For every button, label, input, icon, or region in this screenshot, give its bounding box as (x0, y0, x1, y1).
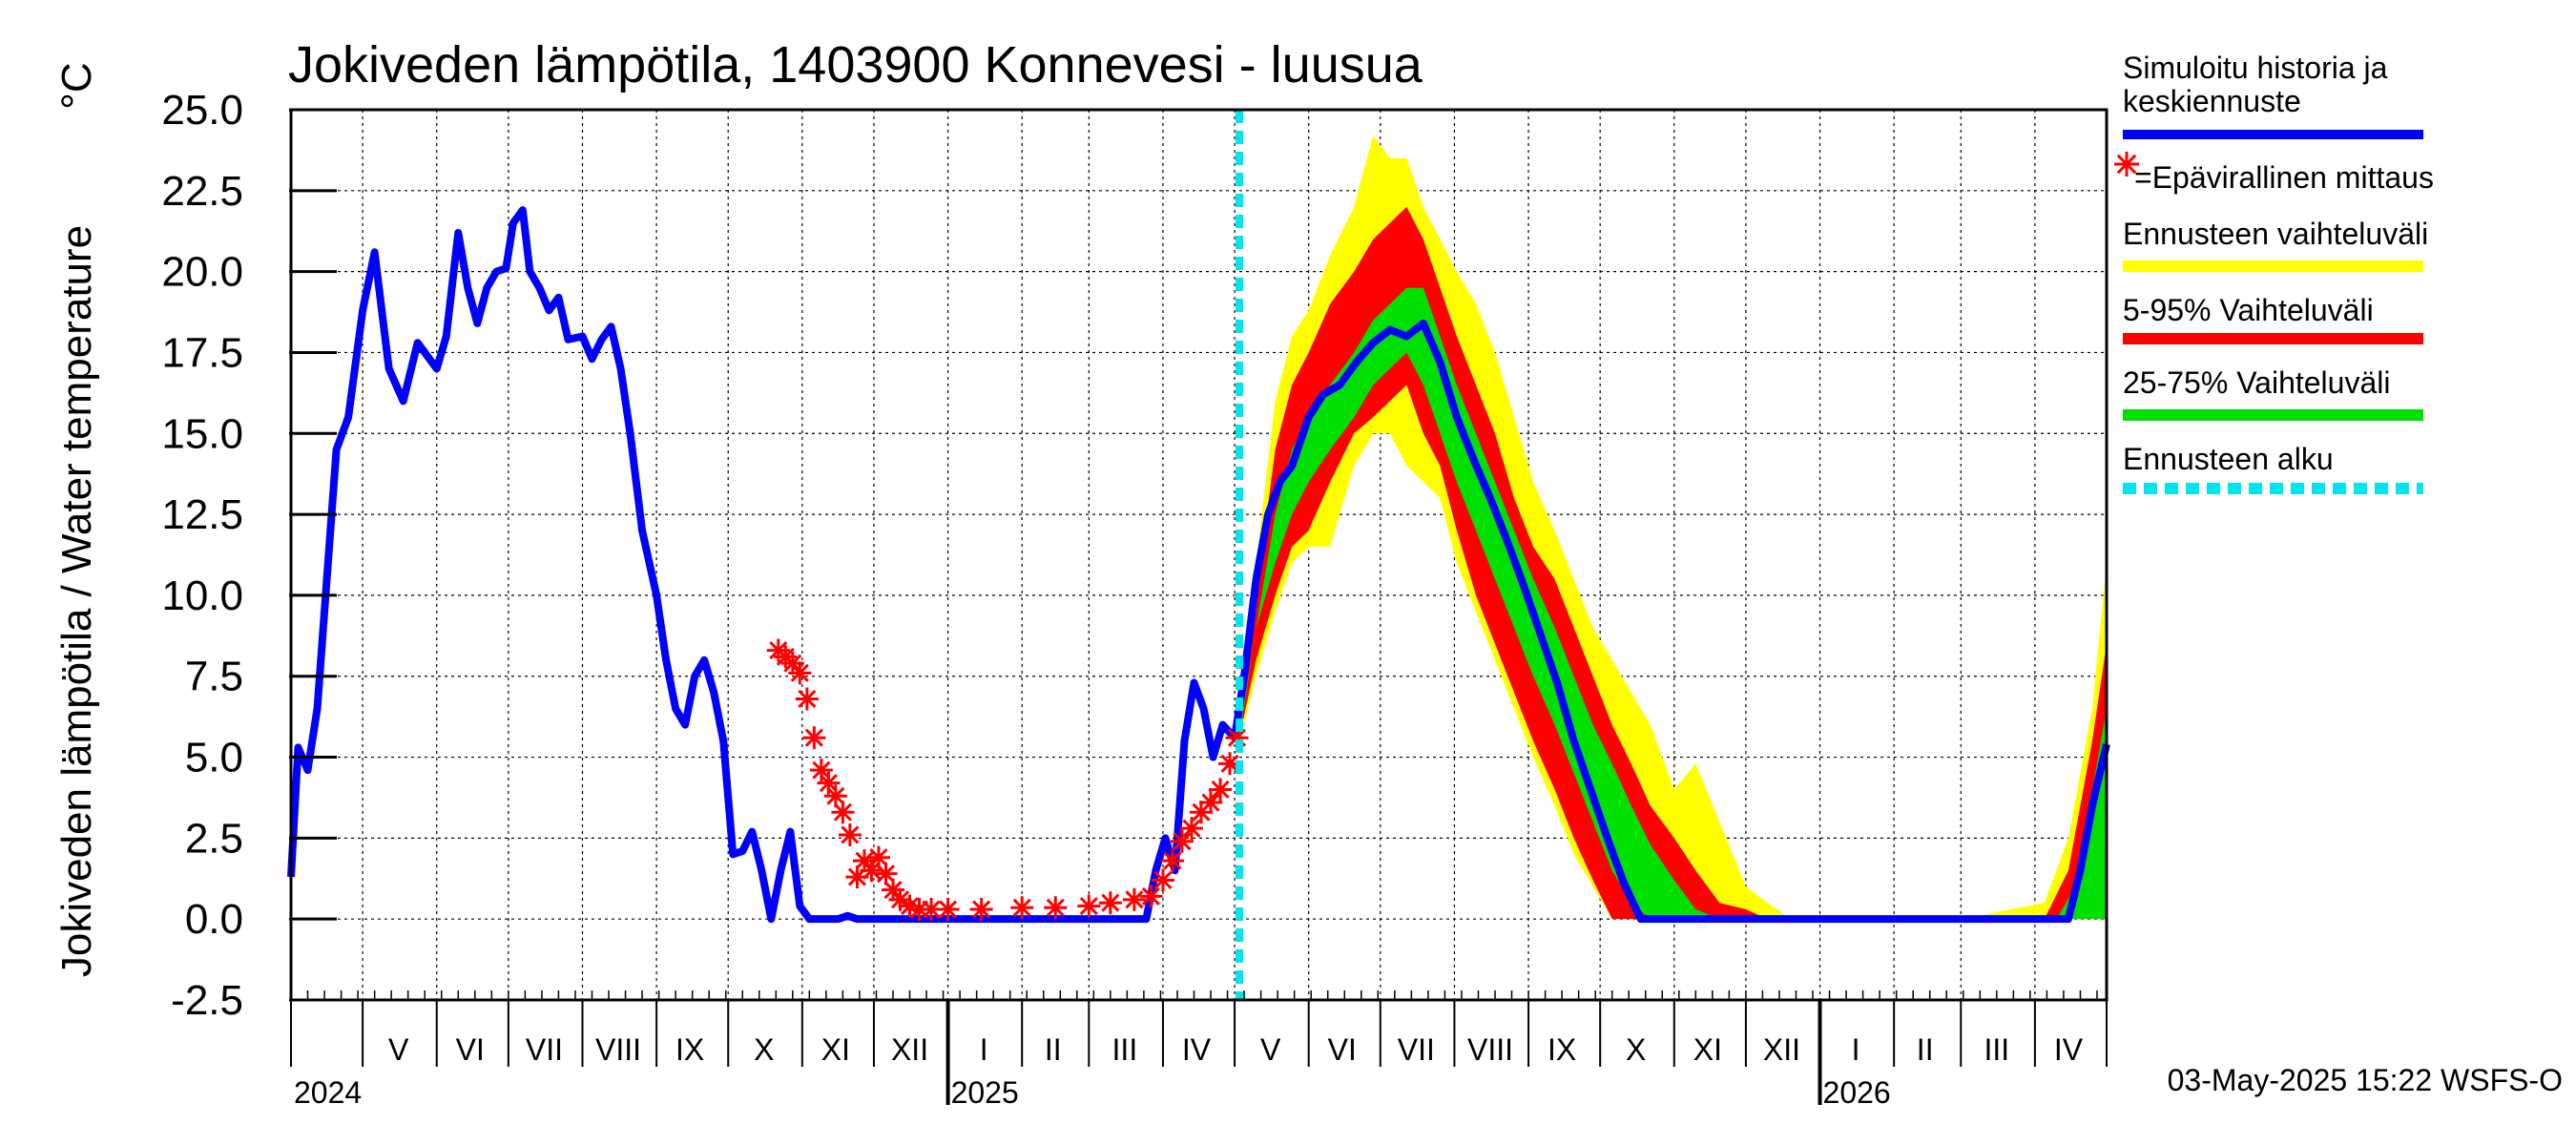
legend-label: Ennusteen vaihteluväli (2123, 217, 2428, 251)
measurement-point (1010, 896, 1034, 920)
y-tick-label: 2.5 (185, 815, 243, 862)
measurement-point (936, 898, 960, 922)
y-tick-label: 25.0 (161, 87, 243, 134)
simulated-history-line (287, 206, 2110, 924)
measurement-point (809, 759, 833, 782)
measurement-point (831, 801, 855, 824)
measurement-point (788, 661, 812, 685)
measurement-point (780, 652, 804, 676)
y-tick-label: 0.0 (185, 896, 243, 943)
month-label: X (754, 1032, 774, 1067)
month-label: III (1112, 1032, 1138, 1067)
legend-label: keskiennuste (2123, 84, 2301, 118)
month-label: XI (1693, 1032, 1722, 1067)
month-label: IX (1548, 1032, 1576, 1067)
measurement-point (969, 898, 993, 922)
measurement-point (1098, 891, 1122, 915)
y-tick-label: 12.5 (161, 491, 243, 538)
measurement-point (1077, 894, 1101, 918)
month-label: V (388, 1032, 409, 1067)
month-label: IV (1182, 1032, 1212, 1067)
measurement-point (1190, 801, 1214, 824)
month-label: VIII (1467, 1032, 1513, 1067)
measurement-point (852, 849, 876, 873)
legend-label: Simuloitu historia ja (2123, 51, 2388, 85)
month-label: V (1260, 1032, 1281, 1067)
y-tick-label: 15.0 (161, 410, 243, 457)
legend-label: Ennusteen alku (2123, 442, 2334, 476)
month-label: VIII (595, 1032, 641, 1067)
y-axis-unit: °C (53, 62, 100, 109)
measurement-point (795, 687, 819, 711)
measurement-point (1160, 849, 1184, 873)
month-label: IV (2054, 1032, 2084, 1067)
y-tick-label: 22.5 (161, 168, 243, 215)
measurement-point (1122, 887, 1146, 911)
grid (291, 109, 2107, 1001)
month-label: II (1045, 1032, 1062, 1067)
y-axis-label: Jokiveden lämpötila / Water temperature (53, 225, 100, 977)
month-label: XII (891, 1032, 928, 1067)
timestamp-footer: 03-May-2025 15:22 WSFS-O (2168, 1063, 2563, 1097)
chart-title: Jokiveden lämpötila, 1403900 Konnevesi -… (288, 36, 1423, 94)
y-tick-label: -2.5 (171, 977, 243, 1024)
forecast-range-band (1239, 135, 2107, 920)
month-label: I (1852, 1032, 1860, 1067)
year-label: 2026 (1823, 1075, 1891, 1110)
month-label: VII (1398, 1032, 1435, 1067)
month-label: III (1984, 1032, 2009, 1067)
legend-label: 5-95% Vaihteluväli (2123, 293, 2374, 327)
simulated-series (287, 206, 2110, 924)
measurement-point (1170, 829, 1194, 853)
measurement-point (1179, 817, 1203, 841)
y-tick-label: 20.0 (161, 249, 243, 296)
plot-frame (289, 108, 2109, 1002)
measurement-point (1139, 885, 1163, 908)
month-label: XII (1763, 1032, 1800, 1067)
month-label: VII (526, 1032, 563, 1067)
year-label: 2024 (294, 1075, 362, 1110)
unofficial-measurements (766, 638, 1249, 922)
y-tick-label: 17.5 (161, 329, 243, 376)
measurement-point (1151, 868, 1174, 892)
measurement-point (1209, 778, 1233, 802)
measurement-point (1044, 896, 1068, 920)
measurement-point (860, 859, 883, 883)
y-tick-label: 7.5 (185, 654, 243, 700)
month-label: I (980, 1032, 988, 1067)
axes: 25.0 22.5 20.0 17.5 15.0 12.5 10.0 7.5 5.0 2.5 0.0… (161, 87, 2108, 1110)
forecast-bands (1239, 135, 2107, 920)
measurement-point (802, 726, 826, 750)
month-label: VI (1328, 1032, 1357, 1067)
y-tick-label: 10.0 (161, 572, 243, 619)
month-label: X (1626, 1032, 1646, 1067)
measurement-point (838, 822, 862, 846)
legend-label: =Epävirallinen mittaus (2134, 160, 2434, 195)
month-label: VI (456, 1032, 485, 1067)
year-label: 2025 (951, 1075, 1019, 1110)
month-label: XI (821, 1032, 850, 1067)
month-label: IX (675, 1032, 704, 1067)
legend-label: 25-75% Vaihteluväli (2123, 365, 2390, 400)
p25-p75-band (1239, 287, 2107, 920)
legend-marker-measurement (2114, 152, 2139, 177)
month-label: II (1917, 1032, 1934, 1067)
y-tick-label: 5.0 (185, 735, 243, 781)
measurement-point (1199, 791, 1223, 815)
